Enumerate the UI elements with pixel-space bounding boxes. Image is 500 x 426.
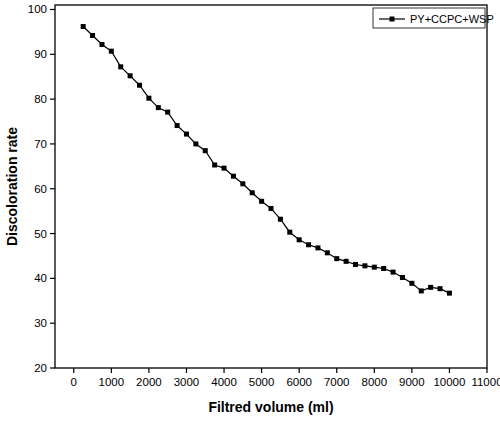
x-tick xyxy=(486,368,487,373)
y-tick-label: 20 xyxy=(34,362,47,374)
chart-container: 0 1000 2000 3000 4000 5000 6000 7000 8000 9000 100… xyxy=(0,0,500,426)
x-tick-label: 7000 xyxy=(324,376,350,388)
x-tick-label: 2000 xyxy=(136,376,162,388)
x-axis-title: Filtred volume (ml) xyxy=(208,399,333,415)
data-point xyxy=(128,73,133,78)
plot-frame xyxy=(55,5,487,368)
data-point xyxy=(269,206,274,211)
y-tick-label: 100 xyxy=(28,3,47,15)
data-point xyxy=(278,217,283,222)
y-axis-title: Discoloration rate xyxy=(4,127,20,246)
data-point xyxy=(353,262,358,267)
data-point xyxy=(250,190,255,195)
x-tick xyxy=(336,368,337,373)
y-tick xyxy=(50,54,55,55)
data-point xyxy=(240,181,245,186)
y-tick xyxy=(50,233,55,234)
data-point xyxy=(146,96,151,101)
data-point xyxy=(409,281,414,286)
data-point xyxy=(99,42,104,47)
x-tick xyxy=(148,368,149,373)
data-point xyxy=(447,291,452,296)
data-point xyxy=(400,275,405,280)
x-tick xyxy=(223,368,224,373)
data-point xyxy=(109,49,114,54)
legend-marker xyxy=(390,17,395,22)
data-point xyxy=(175,123,180,128)
y-tick xyxy=(50,323,55,324)
data-point xyxy=(306,242,311,247)
data-point xyxy=(391,270,396,275)
y-tick xyxy=(50,367,55,368)
x-tick-label: 1000 xyxy=(99,376,125,388)
x-tick-label: 8000 xyxy=(362,376,388,388)
y-tick-label: 50 xyxy=(34,228,47,240)
data-point xyxy=(344,259,349,264)
x-tick-label: 4000 xyxy=(211,376,237,388)
data-point xyxy=(231,174,236,179)
data-point xyxy=(325,250,330,255)
y-tick-label: 60 xyxy=(34,183,47,195)
y-tick-label: 40 xyxy=(34,272,47,284)
data-point xyxy=(428,285,433,290)
y-tick-label: 80 xyxy=(34,93,47,105)
y-tick-label: 90 xyxy=(34,48,47,60)
data-point xyxy=(193,141,198,146)
data-point xyxy=(81,24,86,29)
x-tick-label: 3000 xyxy=(174,376,200,388)
x-tick-label: 9000 xyxy=(399,376,425,388)
data-point xyxy=(156,105,161,110)
x-tick-label: 6000 xyxy=(286,376,312,388)
x-tick xyxy=(299,368,300,373)
data-point xyxy=(165,110,170,115)
x-tick xyxy=(411,368,412,373)
data-point xyxy=(259,199,264,204)
x-tick xyxy=(261,368,262,373)
data-point xyxy=(212,162,217,167)
y-tick xyxy=(50,278,55,279)
data-point xyxy=(137,83,142,88)
x-tick-label: 10000 xyxy=(433,376,465,388)
y-tick-label: 30 xyxy=(34,317,47,329)
data-point xyxy=(381,266,386,271)
x-tick xyxy=(111,368,112,373)
data-point xyxy=(419,288,424,293)
data-point xyxy=(222,166,227,171)
data-point xyxy=(90,33,95,38)
y-tick xyxy=(50,188,55,189)
legend-label: PY+CCPC+WSP xyxy=(410,13,494,25)
y-tick xyxy=(50,99,55,100)
y-tick xyxy=(50,143,55,144)
data-point xyxy=(297,237,302,242)
x-tick xyxy=(73,368,74,373)
data-point xyxy=(203,148,208,153)
data-point xyxy=(334,256,339,261)
plot-area xyxy=(81,24,452,296)
x-tick xyxy=(449,368,450,373)
data-point xyxy=(438,286,443,291)
data-point xyxy=(287,230,292,235)
legend: PY+CCPC+WSP xyxy=(373,8,494,28)
data-point xyxy=(315,245,320,250)
x-tick-label: 0 xyxy=(71,376,77,388)
series-line xyxy=(83,27,449,294)
x-tick-label: 5000 xyxy=(249,376,275,388)
data-point xyxy=(184,132,189,137)
y-tick-label: 70 xyxy=(34,138,47,150)
chart-svg: 0 1000 2000 3000 4000 5000 6000 7000 8000 9000 100… xyxy=(0,0,500,426)
y-tick xyxy=(50,9,55,10)
x-tick xyxy=(374,368,375,373)
data-point xyxy=(362,263,367,268)
data-point xyxy=(118,64,123,69)
x-tick xyxy=(186,368,187,373)
data-point xyxy=(372,265,377,270)
x-tick-label: 11000 xyxy=(471,376,500,388)
